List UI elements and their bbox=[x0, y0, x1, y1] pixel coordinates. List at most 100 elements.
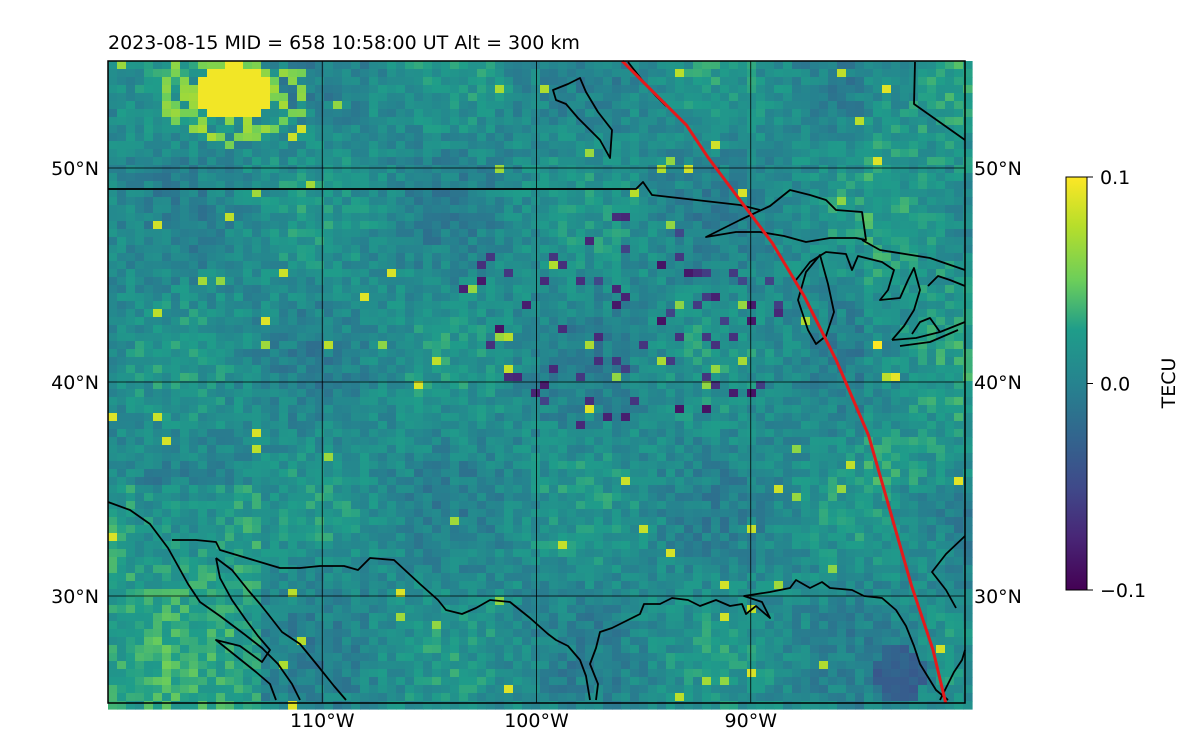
heat-cell bbox=[396, 173, 406, 182]
heat-cell bbox=[414, 189, 424, 198]
heat-cell bbox=[639, 149, 649, 158]
heat-cell bbox=[864, 453, 874, 462]
heat-cell bbox=[387, 61, 397, 70]
heat-cell bbox=[450, 197, 460, 206]
heat-cell bbox=[108, 61, 118, 70]
heat-cell bbox=[243, 365, 253, 374]
heat-cell bbox=[405, 61, 415, 70]
heat-cell bbox=[153, 317, 163, 326]
heat-cell bbox=[306, 309, 316, 318]
heat-cell bbox=[225, 197, 235, 206]
heat-cell bbox=[198, 373, 208, 382]
heat-cell bbox=[243, 85, 253, 94]
heat-cell bbox=[612, 333, 622, 342]
heat-cell bbox=[846, 269, 856, 278]
heat-cell bbox=[252, 405, 262, 414]
heat-cell bbox=[675, 221, 685, 230]
heat-cell bbox=[324, 157, 334, 166]
heat-cell bbox=[711, 109, 721, 118]
heat-cell bbox=[612, 301, 622, 310]
heat-cell bbox=[765, 85, 775, 94]
heat-cell bbox=[423, 413, 433, 422]
heat-cell bbox=[855, 373, 865, 382]
heat-cell bbox=[783, 69, 793, 78]
heat-cell bbox=[855, 461, 865, 470]
heat-cell bbox=[513, 189, 523, 198]
heat-cell bbox=[702, 93, 712, 102]
heat-cell bbox=[477, 125, 487, 134]
heat-cell bbox=[432, 69, 442, 78]
heat-cell bbox=[819, 261, 829, 270]
heat-cell bbox=[630, 365, 640, 374]
heat-cell bbox=[135, 173, 145, 182]
heat-cell bbox=[621, 421, 631, 430]
heat-cell bbox=[243, 93, 253, 102]
heat-cell bbox=[756, 461, 766, 470]
heat-cell bbox=[207, 181, 217, 190]
heat-cell bbox=[126, 333, 136, 342]
heat-cell bbox=[567, 141, 577, 150]
heat-cell bbox=[954, 293, 964, 302]
heat-cell bbox=[360, 325, 370, 334]
heat-cell bbox=[234, 101, 244, 110]
heat-cell bbox=[630, 277, 640, 286]
heat-cell bbox=[324, 165, 334, 174]
heat-cell bbox=[873, 397, 883, 406]
heat-cell bbox=[729, 69, 739, 78]
heat-cell bbox=[315, 381, 325, 390]
heat-cell bbox=[261, 381, 271, 390]
heat-cell bbox=[225, 109, 235, 118]
heat-cell bbox=[576, 453, 586, 462]
heat-cell bbox=[666, 333, 676, 342]
heat-cell bbox=[684, 189, 694, 198]
heat-cell bbox=[927, 269, 937, 278]
heat-cell bbox=[657, 85, 667, 94]
heat-cell bbox=[828, 253, 838, 262]
heat-cell bbox=[666, 237, 676, 246]
heat-cell bbox=[567, 349, 577, 358]
heat-cell bbox=[891, 317, 901, 326]
heat-cell bbox=[837, 125, 847, 134]
heat-cell bbox=[297, 173, 307, 182]
heat-cell bbox=[180, 165, 190, 174]
heat-cell bbox=[720, 285, 730, 294]
heat-cell bbox=[360, 165, 370, 174]
heat-cell bbox=[549, 453, 559, 462]
heat-cell bbox=[216, 165, 226, 174]
heat-cell bbox=[783, 77, 793, 86]
heat-cell bbox=[774, 277, 784, 286]
heat-cell bbox=[567, 205, 577, 214]
heat-cell bbox=[135, 397, 145, 406]
heat-cell bbox=[153, 109, 163, 118]
heat-cell bbox=[621, 429, 631, 438]
heat-cell bbox=[819, 221, 829, 230]
heat-cell bbox=[882, 189, 892, 198]
heat-cell bbox=[144, 381, 154, 390]
heat-cell bbox=[684, 157, 694, 166]
heat-cell bbox=[450, 189, 460, 198]
heat-cell bbox=[711, 69, 721, 78]
heat-cell bbox=[126, 341, 136, 350]
heat-cell bbox=[450, 373, 460, 382]
heat-cell bbox=[819, 373, 829, 382]
heat-cell bbox=[936, 149, 946, 158]
heat-cell bbox=[153, 205, 163, 214]
heat-cell bbox=[495, 117, 505, 126]
heat-cell bbox=[360, 253, 370, 262]
heat-cell bbox=[225, 349, 235, 358]
heat-cell bbox=[288, 453, 298, 462]
heat-cell bbox=[801, 365, 811, 374]
heat-cell bbox=[243, 245, 253, 254]
heat-cell bbox=[252, 317, 262, 326]
heat-cell bbox=[846, 237, 856, 246]
heat-cell bbox=[927, 173, 937, 182]
heat-cell bbox=[144, 453, 154, 462]
heat-cell bbox=[594, 77, 604, 86]
heat-cell bbox=[279, 205, 289, 214]
heat-cell bbox=[621, 309, 631, 318]
heat-cell bbox=[756, 109, 766, 118]
heat-cell bbox=[900, 245, 910, 254]
heat-cell bbox=[144, 117, 154, 126]
heat-cell bbox=[729, 245, 739, 254]
heat-cell bbox=[297, 157, 307, 166]
